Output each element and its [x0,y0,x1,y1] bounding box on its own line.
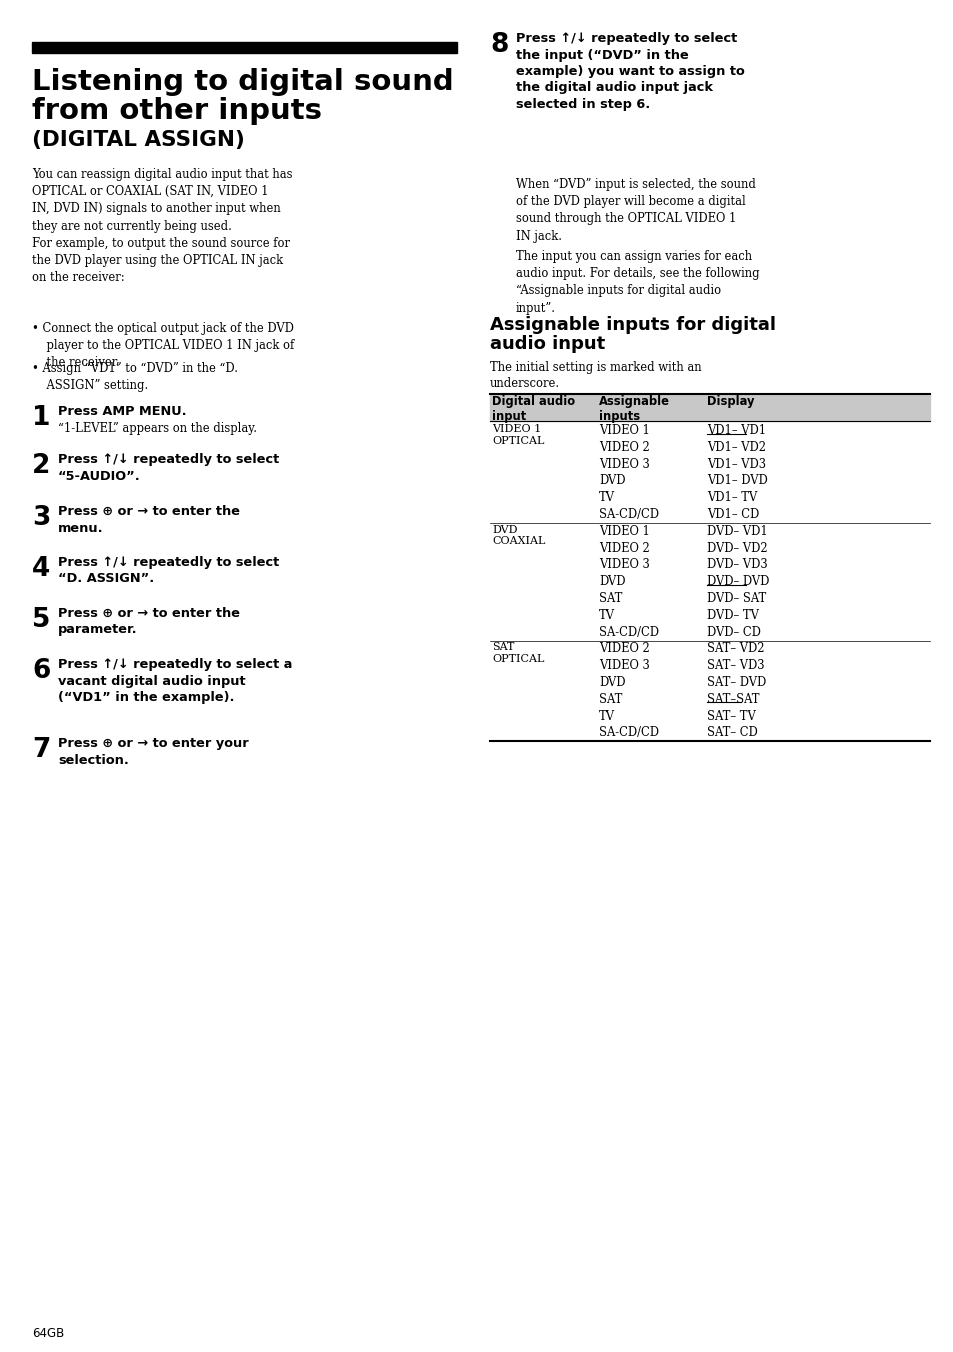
Text: Press ↑/↓ repeatedly to select
the input (“DVD” in the
example) you want to assi: Press ↑/↓ repeatedly to select the input… [516,32,744,111]
Text: • Connect the optical output jack of the DVD
    player to the OPTICAL VIDEO 1 I: • Connect the optical output jack of the… [32,322,294,369]
Text: DVD– SAT: DVD– SAT [706,592,765,604]
Text: Display: Display [706,395,754,408]
Text: VD1– VD1: VD1– VD1 [706,425,765,437]
Text: Assignable inputs for digital: Assignable inputs for digital [490,316,775,334]
Text: The initial setting is marked with an
underscore.: The initial setting is marked with an un… [490,361,700,389]
Text: Press AMP MENU.: Press AMP MENU. [58,406,187,418]
Text: Assignable
inputs: Assignable inputs [598,395,669,423]
Text: audio input: audio input [490,335,604,353]
Text: VIDEO 3: VIDEO 3 [598,457,649,470]
Text: You can reassign digital audio input that has
OPTICAL or COAXIAL (SAT IN, VIDEO : You can reassign digital audio input tha… [32,168,293,284]
Text: Press ⊕ or → to enter the
parameter.: Press ⊕ or → to enter the parameter. [58,607,240,637]
Text: SAT– DVD: SAT– DVD [706,676,765,690]
Text: Press ⊕ or → to enter your
selection.: Press ⊕ or → to enter your selection. [58,737,249,767]
Text: DVD: DVD [598,676,625,690]
Text: Press ⊕ or → to enter the
menu.: Press ⊕ or → to enter the menu. [58,506,240,534]
Text: DVD– CD: DVD– CD [706,626,760,638]
Text: Press ↑/↓ repeatedly to select
“5-AUDIO”.: Press ↑/↓ repeatedly to select “5-AUDIO”… [58,453,279,483]
Text: Digital audio
input: Digital audio input [492,395,575,423]
Text: VD1– VD2: VD1– VD2 [706,441,765,454]
Text: DVD: DVD [598,575,625,588]
Bar [490,393,929,420]
Text: TV: TV [598,491,615,504]
Text: SAT– CD: SAT– CD [706,726,757,740]
Text: VIDEO 2: VIDEO 2 [598,441,649,454]
Text: (DIGITAL ASSIGN): (DIGITAL ASSIGN) [32,130,245,150]
Text: 6: 6 [32,658,51,684]
Text: VD1– CD: VD1– CD [706,508,759,521]
Text: DVD– DVD: DVD– DVD [706,575,768,588]
Text: SAT– VD3: SAT– VD3 [706,660,763,672]
Text: The input you can assign varies for each
audio input. For details, see the follo: The input you can assign varies for each… [516,250,759,315]
Text: 2: 2 [32,453,51,479]
Text: 64GB: 64GB [32,1328,64,1340]
Text: VIDEO 1: VIDEO 1 [598,425,649,437]
Text: from other inputs: from other inputs [32,97,322,124]
Text: VIDEO 3: VIDEO 3 [598,660,649,672]
Text: Press ↑/↓ repeatedly to select a
vacant digital audio input
(“VD1” in the exampl: Press ↑/↓ repeatedly to select a vacant … [58,658,292,704]
Text: 8: 8 [490,32,508,58]
Text: DVD
COAXIAL: DVD COAXIAL [492,525,545,546]
Text: VD1– DVD: VD1– DVD [706,475,767,488]
Text: 1: 1 [32,406,51,431]
Text: DVD: DVD [598,475,625,488]
Text: Listening to digital sound: Listening to digital sound [32,68,454,96]
Text: VIDEO 1
OPTICAL: VIDEO 1 OPTICAL [492,425,544,446]
Text: VIDEO 3: VIDEO 3 [598,558,649,572]
Text: SA-CD/CD: SA-CD/CD [598,626,659,638]
Text: SAT: SAT [598,592,621,604]
Text: Press ↑/↓ repeatedly to select
“D. ASSIGN”.: Press ↑/↓ repeatedly to select “D. ASSIG… [58,556,279,585]
Text: When “DVD” input is selected, the sound
of the DVD player will become a digital
: When “DVD” input is selected, the sound … [516,178,755,242]
Text: “1-LEVEL” appears on the display.: “1-LEVEL” appears on the display. [58,422,256,435]
Text: DVD– VD1: DVD– VD1 [706,525,767,538]
Bar [32,42,456,53]
Text: SAT–SAT: SAT–SAT [706,692,759,706]
Text: TV: TV [598,710,615,722]
Text: VD1– VD3: VD1– VD3 [706,457,765,470]
Text: VIDEO 2: VIDEO 2 [598,642,649,656]
Text: VIDEO 1: VIDEO 1 [598,525,649,538]
Text: DVD– VD2: DVD– VD2 [706,542,767,554]
Text: DVD– VD3: DVD– VD3 [706,558,767,572]
Text: SAT
OPTICAL: SAT OPTICAL [492,642,544,664]
Text: 5: 5 [32,607,51,633]
Text: SAT– VD2: SAT– VD2 [706,642,763,656]
Text: SA-CD/CD: SA-CD/CD [598,726,659,740]
Text: 7: 7 [32,737,51,763]
Text: • Assign “VD1” to “DVD” in the “D.
    ASSIGN” setting.: • Assign “VD1” to “DVD” in the “D. ASSIG… [32,362,237,392]
Text: 4: 4 [32,556,51,581]
Text: TV: TV [598,608,615,622]
Text: DVD– TV: DVD– TV [706,608,758,622]
Text: VIDEO 2: VIDEO 2 [598,542,649,554]
Text: 3: 3 [32,506,51,531]
Text: SAT: SAT [598,692,621,706]
Text: VD1– TV: VD1– TV [706,491,757,504]
Text: SA-CD/CD: SA-CD/CD [598,508,659,521]
Text: SAT– TV: SAT– TV [706,710,755,722]
